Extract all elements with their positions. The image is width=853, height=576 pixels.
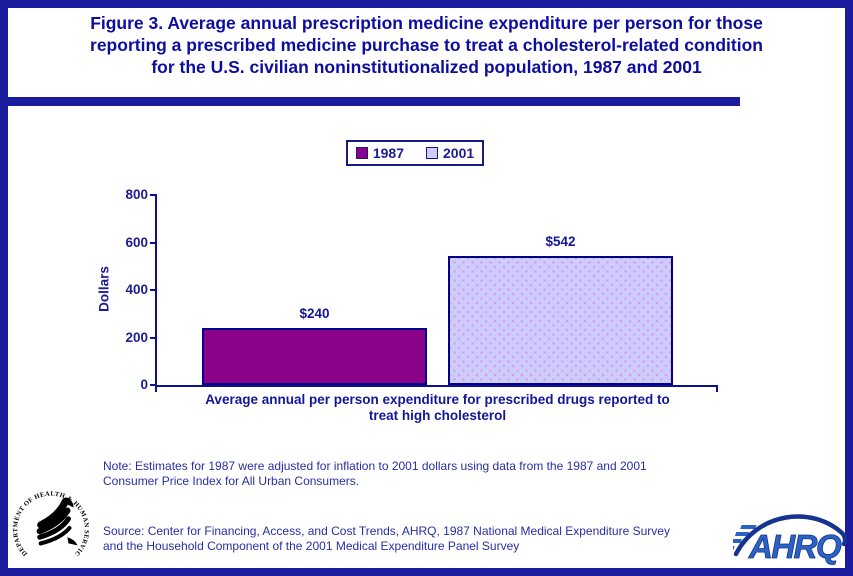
hhs-eagle-tail bbox=[67, 537, 78, 546]
x-axis-title-line2: treat high cholesterol bbox=[368, 408, 507, 423]
title-divider-bar bbox=[0, 97, 740, 106]
bar-value-label-2001: $542 bbox=[545, 234, 576, 249]
figure-title: Figure 3. Average annual prescription me… bbox=[0, 12, 853, 78]
legend-item-1987: 1987 bbox=[355, 145, 404, 161]
source-line2: and the Household Component of the 2001 … bbox=[103, 539, 520, 553]
hhs-eagle-icon bbox=[36, 497, 72, 546]
y-tick-label: 600 bbox=[125, 234, 148, 250]
x-axis-title: Average annual per person expenditure fo… bbox=[157, 392, 718, 424]
x-axis-end-tick-right bbox=[716, 387, 718, 392]
legend-swatch-icon bbox=[426, 147, 438, 159]
y-axis-line bbox=[155, 194, 157, 386]
hhs-eagle-head bbox=[65, 497, 74, 508]
y-tick-mark bbox=[150, 241, 156, 244]
note-text: Note: Estimates for 1987 were adjusted f… bbox=[103, 459, 647, 488]
x-axis-line bbox=[155, 385, 718, 387]
legend: 1987 2001 bbox=[346, 140, 484, 166]
hhs-logo-icon: DEPARTMENT OF HEALTH & HUMAN SERVICES • … bbox=[8, 484, 89, 558]
figure-title-line2: reporting a prescribed medicine purchase… bbox=[90, 35, 763, 55]
figure-title-line1: Figure 3. Average annual prescription me… bbox=[90, 13, 763, 33]
ahrq-logo: AHRQ bbox=[733, 514, 847, 565]
note-line1: Note: Estimates for 1987 were adjusted f… bbox=[103, 459, 647, 473]
source-text: Source: Center for Financing, Access, an… bbox=[103, 524, 670, 554]
bar-value-label-1987: $240 bbox=[299, 306, 330, 321]
source-line1: Source: Center for Financing, Access, an… bbox=[103, 524, 670, 538]
y-tick-mark bbox=[150, 336, 156, 339]
ahrq-wordmark: AHRQ bbox=[748, 528, 842, 565]
y-tick-mark bbox=[150, 289, 156, 291]
legend-swatch-icon bbox=[355, 147, 368, 159]
legend-item-2001: 2001 bbox=[426, 145, 474, 161]
note-line2: Consumer Price Index for All Urban Consu… bbox=[103, 473, 360, 488]
y-tick-label: 200 bbox=[125, 329, 148, 345]
legend-label: 2001 bbox=[443, 145, 475, 161]
bar-1987 bbox=[202, 328, 427, 385]
y-tick-label: 0 bbox=[140, 377, 148, 392]
y-tick-mark bbox=[150, 194, 156, 196]
legend-label: 1987 bbox=[372, 145, 404, 161]
ahrq-speed-lines-icon bbox=[733, 525, 757, 550]
bar-2001 bbox=[448, 256, 673, 385]
x-axis-title-line1: Average annual per person expenditure fo… bbox=[205, 392, 670, 407]
y-tick-mark bbox=[150, 384, 156, 386]
figure-title-line3: for the U.S. civilian noninstitutionaliz… bbox=[151, 57, 702, 77]
y-tick-label: 800 bbox=[125, 187, 148, 202]
y-tick-label: 400 bbox=[125, 282, 148, 297]
x-axis-end-tick-left bbox=[155, 387, 157, 392]
